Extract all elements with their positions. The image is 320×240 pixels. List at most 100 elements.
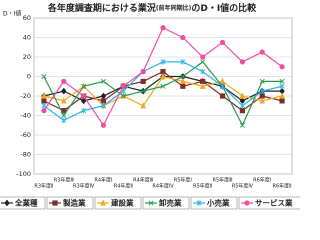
marker [140, 69, 146, 75]
y-axis-label: D・I値 [3, 10, 21, 18]
marker [160, 72, 166, 80]
marker [180, 73, 186, 80]
marker [140, 102, 146, 109]
marker [61, 87, 67, 95]
legend-label: 建設業 [110, 198, 134, 208]
legend-box [190, 196, 238, 210]
y-tick-label: -40 [20, 112, 31, 120]
marker [279, 64, 285, 70]
marker [279, 98, 285, 104]
x-tick-label: R5年度Ⅱ [193, 183, 212, 190]
marker [239, 108, 245, 114]
marker [239, 92, 246, 99]
legend-label: 全業種 [14, 198, 38, 208]
marker [259, 97, 266, 104]
marker [279, 92, 285, 99]
chart: 各年度調査期における業況(前年同期比)のD・I値の比較 D・I値 60 40 20 0… [0, 2, 300, 210]
x-tick-label: R4年度Ⅲ [133, 177, 153, 184]
marker [180, 34, 186, 41]
legend-label: 製造業 [62, 198, 86, 208]
marker [160, 83, 166, 89]
x-tick-label: R5年度Ⅰ [174, 177, 192, 184]
marker [120, 93, 126, 99]
marker [41, 108, 47, 114]
marker [259, 78, 265, 84]
x-tick-label: R5年度Ⅳ [232, 183, 254, 190]
marker [220, 83, 226, 89]
marker [100, 199, 106, 206]
marker [279, 78, 285, 84]
x-tick-label: R5年度Ⅲ [212, 177, 232, 184]
marker [81, 83, 87, 89]
title-part: のD・I値の比較 [191, 2, 257, 14]
y-tick-label: 40 [23, 34, 31, 42]
marker [61, 112, 67, 119]
y-tick-label: -80 [20, 151, 31, 159]
marker [52, 200, 58, 206]
marker [140, 78, 146, 84]
marker [100, 92, 107, 100]
marker [41, 92, 47, 99]
y-tick-label: 20 [23, 53, 31, 61]
marker [61, 117, 67, 124]
marker [81, 107, 87, 114]
marker [244, 200, 250, 206]
legend-box [238, 196, 300, 210]
marker [219, 39, 226, 45]
legend-box [0, 196, 46, 210]
legend-box [46, 196, 94, 210]
y-tick-label: 0 [27, 73, 31, 81]
marker [259, 88, 265, 94]
x-tick-label: R6年度Ⅱ [273, 183, 292, 190]
marker [239, 122, 245, 128]
title-part: (前年同期比) [156, 4, 192, 12]
marker [200, 54, 206, 60]
x-tick-label: R4年度Ⅰ [94, 177, 112, 184]
x-tick-label: R3年度Ⅲ [54, 177, 74, 184]
legend-label: 卸売業 [159, 198, 182, 208]
marker [4, 199, 10, 207]
chart-title: 各年度調査期における業況(前年同期比)のD・I値の比較 [47, 2, 257, 14]
marker [160, 25, 166, 31]
marker [81, 93, 87, 99]
marker [200, 68, 206, 75]
legend-label: サービス業 [255, 198, 293, 208]
marker [100, 103, 106, 109]
x-tick-label: R4年度Ⅱ [114, 183, 133, 190]
marker [199, 82, 206, 89]
marker [61, 78, 67, 84]
y-tick-label: 60 [23, 14, 31, 22]
marker [279, 83, 285, 89]
marker [80, 97, 87, 105]
legend-label: 小売業 [207, 198, 230, 208]
marker [180, 59, 186, 65]
x-tick-label: R3年度Ⅳ [73, 183, 95, 190]
marker [196, 200, 202, 206]
legend-box [94, 196, 142, 210]
marker [41, 98, 47, 104]
marker [239, 97, 246, 105]
marker [100, 122, 107, 128]
marker [120, 83, 126, 89]
marker [41, 73, 47, 80]
x-tick-label: R4年度Ⅳ [152, 183, 174, 190]
legend: 全業種 製造業 建設業 卸売業 小売業 サービス業 [0, 196, 300, 210]
marker [219, 93, 226, 99]
marker [180, 83, 186, 89]
marker [180, 77, 186, 84]
marker [160, 59, 166, 65]
marker [259, 49, 265, 55]
marker [219, 77, 226, 84]
marker [41, 103, 47, 109]
marker [140, 88, 146, 94]
marker [239, 59, 245, 65]
marker [60, 97, 67, 104]
marker [200, 59, 206, 65]
y-tick-label: -20 [20, 92, 31, 100]
marker [148, 200, 154, 206]
marker [239, 103, 245, 109]
legend-box [142, 196, 190, 210]
x-tick-label: R3年度Ⅱ [34, 183, 53, 190]
y-tick-label: -100 [16, 170, 31, 178]
title-part: 各年度調査期における業況 [47, 2, 156, 14]
